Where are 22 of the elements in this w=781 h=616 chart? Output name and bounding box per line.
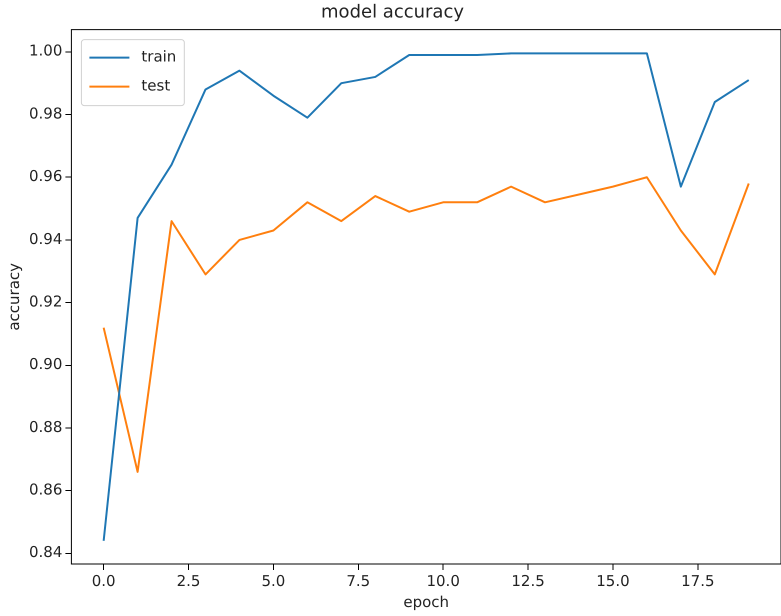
y-tick-label: 0.86	[28, 480, 62, 499]
legend-label: test	[141, 76, 170, 94]
y-tick-label: 0.84	[28, 543, 62, 562]
y-tick-label: 0.88	[28, 418, 62, 436]
x-tick-label: 10.0	[426, 572, 460, 590]
x-tick-label: 17.5	[681, 572, 715, 590]
x-tick-label: 7.5	[346, 572, 370, 590]
y-tick-label: 0.90	[28, 355, 62, 374]
y-axis-title: accuracy	[4, 262, 23, 331]
y-tick-label: 0.98	[28, 104, 62, 122]
x-tick-label: 15.0	[596, 572, 630, 590]
x-tick-label: 2.5	[176, 572, 200, 590]
x-axis-title: epoch	[403, 592, 450, 611]
y-tick-label: 0.94	[28, 230, 62, 248]
legend-label: train	[141, 47, 176, 66]
y-tick-label: 0.96	[28, 167, 62, 186]
y-tick-label: 0.92	[28, 292, 62, 310]
chart-title: model accuracy	[321, 1, 464, 22]
y-tick-label: 1.00	[28, 42, 62, 60]
x-tick-label: 12.5	[511, 572, 545, 590]
x-tick-label: 5.0	[261, 572, 286, 590]
x-tick-label: 0.0	[92, 572, 116, 590]
